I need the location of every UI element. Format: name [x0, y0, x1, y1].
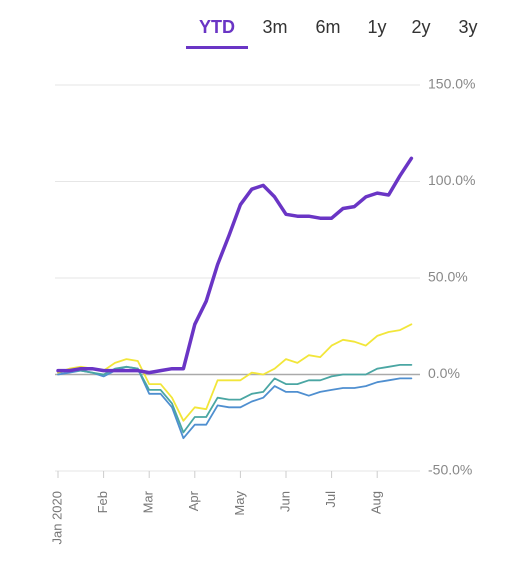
x-tick-label: Jan 2020	[49, 491, 64, 545]
y-tick-label: -50.0%	[428, 462, 472, 478]
y-tick-label: 0.0%	[428, 365, 460, 381]
x-tick-label: Aug	[369, 491, 384, 514]
range-tab[interactable]: 2y	[411, 17, 430, 37]
series-line	[57, 364, 413, 434]
y-tick-label: 150.0%	[428, 76, 475, 92]
x-tick-label: Jul	[323, 491, 338, 508]
active-tab-underline	[186, 46, 248, 49]
range-tab[interactable]: YTD	[199, 17, 235, 37]
y-tick-label: 100.0%	[428, 172, 475, 188]
x-tick-label: May	[232, 491, 247, 516]
range-tab[interactable]: 3m	[262, 17, 287, 37]
x-tick-label: Apr	[186, 490, 201, 511]
y-tick-label: 50.0%	[428, 269, 468, 285]
series-line	[56, 156, 414, 375]
x-tick-label: Feb	[95, 491, 110, 513]
range-tab[interactable]: 1y	[367, 17, 386, 37]
x-tick-label: Mar	[141, 490, 156, 513]
range-tab[interactable]: 3y	[458, 17, 477, 37]
series-line	[57, 323, 413, 422]
series-line	[57, 365, 413, 440]
x-tick-label: Jun	[277, 491, 292, 512]
range-tab[interactable]: 6m	[315, 17, 340, 37]
